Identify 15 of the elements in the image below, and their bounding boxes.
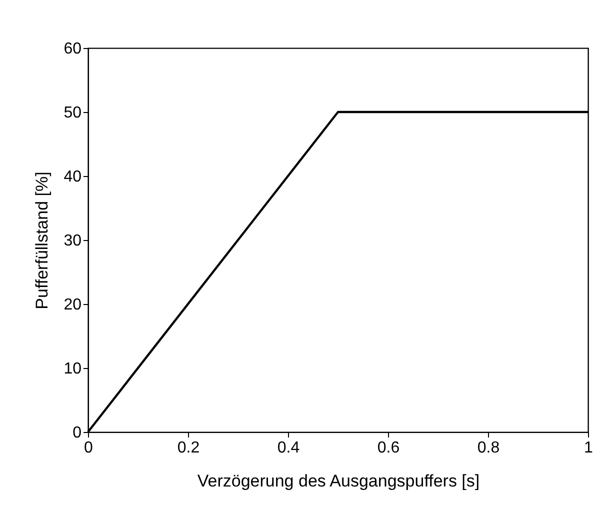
- y-tick-label: 60: [64, 40, 82, 58]
- y-tick-label: 10: [64, 360, 82, 378]
- x-tick-label: 0: [84, 440, 94, 456]
- x-tick-label: 0.2: [177, 440, 200, 456]
- y-axis-title: Pufferfüllstand [%]: [32, 172, 52, 310]
- x-axis-title: Verzögerung des Ausgangspuffers [s]: [197, 472, 480, 490]
- y-tick-label: 20: [64, 296, 82, 314]
- y-tick-label: 0: [72, 424, 82, 442]
- x-tick-label: 1: [584, 440, 594, 456]
- y-tick-label: 30: [64, 232, 82, 250]
- y-tick-label: 40: [64, 168, 82, 186]
- y-tick-label: 50: [64, 104, 82, 122]
- x-tick-label: 0.6: [377, 440, 400, 456]
- x-tick-label: 0.4: [277, 440, 300, 456]
- x-tick-label: 0.8: [477, 440, 500, 456]
